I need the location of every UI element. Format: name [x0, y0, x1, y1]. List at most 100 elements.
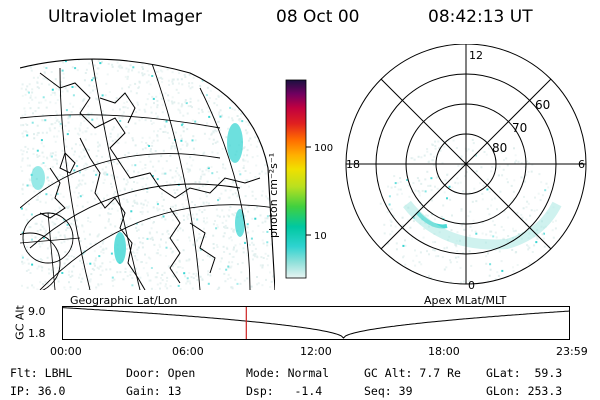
- speckle-pixel: [79, 124, 82, 127]
- speckle-pixel: [58, 120, 61, 123]
- speckle-pixel: [41, 242, 44, 245]
- speckle-pixel: [244, 99, 247, 102]
- speckle-pixel: [34, 236, 37, 239]
- speckle-pixel: [150, 227, 153, 230]
- speckle-pixel: [110, 185, 113, 188]
- speckle-pixel: [151, 175, 154, 178]
- speckle-pixel: [176, 229, 179, 232]
- speckle-pixel: [79, 195, 82, 198]
- speckle-pixel: [190, 66, 193, 69]
- speckle-pixel: [97, 60, 100, 63]
- speckle-pixel: [242, 247, 245, 250]
- speckle-pixel: [86, 201, 89, 204]
- speckle-pixel: [166, 287, 169, 290]
- speckle-pixel: [202, 220, 205, 223]
- speckle-pixel: [179, 266, 182, 268]
- speckle-pixel: [144, 119, 147, 122]
- speckle-pixel: [101, 94, 104, 97]
- speckle-pixel: [161, 279, 164, 282]
- speckle-pixel: [194, 181, 197, 184]
- speckle-pixel: [184, 76, 187, 78]
- speckle-pixel: [102, 172, 105, 175]
- speckle-pixel: [36, 81, 39, 84]
- speckle-pixel: [219, 109, 222, 112]
- speckle-pixel: [164, 92, 167, 95]
- speckle-pixel: [127, 157, 130, 160]
- speckle-pixel: [213, 80, 216, 83]
- speckle-pixel: [125, 125, 128, 128]
- speckle-pixel: [255, 145, 258, 148]
- speckle-pixel: [155, 112, 157, 115]
- speckle-pixel: [208, 137, 211, 140]
- speckle-pixel: [418, 194, 421, 197]
- speckle-pixel: [117, 133, 120, 136]
- speckle-pixel: [90, 112, 93, 115]
- speckle-pixel: [209, 255, 212, 258]
- speckle-pixel: [221, 209, 224, 212]
- speckle-pixel: [244, 79, 247, 82]
- speckle-pixel: [54, 140, 57, 143]
- speckle-pixel: [122, 54, 124, 56]
- speckle-pixel: [486, 178, 489, 181]
- speckle-pixel: [139, 241, 142, 244]
- speckle-pixel: [264, 217, 267, 220]
- speckle-pixel: [420, 156, 423, 159]
- speckle-pixel: [231, 88, 234, 90]
- speckle-pixel: [394, 185, 397, 188]
- speckle-pixel: [165, 241, 167, 244]
- speckle-pixel: [96, 235, 99, 238]
- speckle-pixel: [21, 256, 24, 259]
- speckle-pixel: [425, 214, 428, 217]
- speckle-pixel: [434, 147, 437, 150]
- speckle-pixel: [230, 239, 233, 242]
- speckle-pixel: [147, 63, 150, 66]
- speckle-pixel: [181, 180, 183, 183]
- speckle-pixel: [247, 210, 250, 213]
- speckle-pixel: [156, 272, 159, 274]
- speckle-pixel: [272, 50, 274, 52]
- speckle-pixel: [88, 84, 91, 87]
- speckle-pixel: [420, 182, 423, 185]
- speckle-pixel: [45, 106, 48, 109]
- speckle-pixel: [437, 255, 440, 258]
- speckle-pixel: [401, 216, 404, 219]
- speckle-pixel: [221, 114, 224, 117]
- speckle-pixel: [126, 181, 129, 184]
- speckle-pixel: [210, 133, 213, 136]
- speckle-pixel: [47, 168, 50, 171]
- speckle-pixel: [445, 266, 448, 269]
- speckle-pixel: [488, 282, 491, 284]
- speckle-pixel: [20, 124, 23, 127]
- speckle-pixel: [78, 179, 81, 182]
- speckle-pixel: [110, 174, 113, 177]
- speckle-pixel: [42, 145, 45, 148]
- speckle-pixel: [23, 261, 26, 264]
- speckle-pixel: [61, 149, 64, 152]
- speckle-pixel: [109, 213, 112, 215]
- speckle-pixel: [156, 134, 159, 137]
- speckle-pixel: [211, 79, 214, 82]
- speckle-pixel: [119, 189, 122, 192]
- speckle-pixel: [158, 208, 161, 211]
- speckle-pixel: [193, 222, 196, 225]
- speckle-pixel: [209, 274, 212, 277]
- speckle-pixel: [219, 260, 222, 263]
- speckle-pixel: [554, 219, 557, 222]
- speckle-pixel: [516, 264, 519, 266]
- speckle-pixel: [37, 51, 39, 53]
- speckle-pixel: [391, 230, 394, 233]
- speckle-pixel: [253, 208, 256, 211]
- speckle-pixel: [544, 189, 547, 192]
- speckle-pixel: [407, 184, 410, 187]
- speckle-pixel: [145, 81, 148, 84]
- speckle-pixel: [214, 129, 217, 132]
- speckle-pixel: [514, 229, 517, 232]
- speckle-pixel: [480, 166, 483, 169]
- speckle-pixel: [153, 182, 156, 185]
- speckle-pixel: [269, 286, 272, 288]
- speckle-pixel: [188, 73, 191, 76]
- speckle-pixel: [39, 74, 42, 77]
- speckle-pixel: [390, 186, 393, 189]
- speckle-pixel: [434, 145, 437, 147]
- speckle-pixel: [435, 255, 438, 258]
